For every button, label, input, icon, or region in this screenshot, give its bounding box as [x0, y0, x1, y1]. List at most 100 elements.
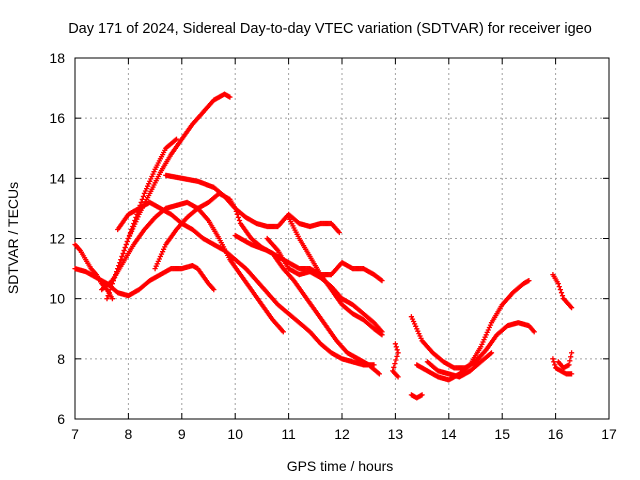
- y-tick-label: 6: [57, 411, 65, 427]
- x-tick-label: 15: [494, 426, 510, 442]
- x-tick-label: 7: [71, 426, 79, 442]
- data-points: [72, 91, 575, 401]
- data-point: [109, 296, 115, 302]
- x-tick-label: 17: [601, 426, 617, 442]
- data-point: [129, 226, 135, 233]
- series-trace-2: [72, 263, 217, 299]
- data-point: [569, 371, 575, 377]
- data-point: [121, 247, 127, 254]
- x-axis-label: GPS time / hours: [287, 458, 394, 474]
- series-trace-5: [109, 136, 180, 287]
- y-axis-label: SDTVAR / TECUs: [5, 182, 21, 294]
- data-point: [227, 94, 233, 100]
- data-point: [119, 253, 125, 260]
- data-point: [116, 263, 122, 269]
- data-point: [104, 296, 110, 302]
- x-tick-label: 16: [548, 426, 564, 442]
- x-tick-label: 8: [125, 426, 133, 442]
- series-trace-13: [408, 392, 425, 401]
- data-point: [130, 223, 136, 230]
- data-point: [336, 229, 342, 236]
- data-point: [487, 322, 494, 328]
- data-point: [133, 214, 139, 220]
- series-trace-8: [152, 190, 382, 377]
- data-point: [280, 329, 286, 335]
- series-trace-18: [550, 356, 575, 377]
- axis-ticks: 7 8 9 10 11 12 13 14 15 16 17 6 8 10 12 14 16 18: [49, 50, 617, 442]
- data-point: [569, 305, 575, 311]
- chart-title: Day 171 of 2024, Sidereal Day-to-day VTE…: [68, 21, 592, 37]
- data-point: [147, 178, 153, 184]
- series-trace-9: [232, 232, 385, 284]
- data-point: [555, 281, 561, 287]
- data-point: [378, 331, 384, 337]
- data-point: [569, 350, 575, 356]
- data-point: [414, 326, 420, 332]
- data-point: [109, 281, 115, 287]
- data-point: [411, 318, 417, 325]
- data-point: [391, 364, 397, 370]
- grid-lines: [75, 58, 609, 419]
- x-tick-label: 11: [281, 426, 296, 442]
- data-point: [488, 350, 495, 356]
- data-point: [379, 332, 385, 338]
- data-point: [110, 278, 116, 284]
- data-point: [118, 257, 124, 263]
- data-point: [120, 250, 126, 257]
- data-point: [379, 278, 385, 284]
- data-point: [556, 284, 562, 290]
- y-tick-label: 14: [49, 170, 65, 186]
- data-point: [480, 339, 486, 345]
- data-point: [156, 256, 162, 262]
- data-point: [107, 287, 113, 293]
- data-point: [419, 392, 425, 398]
- series-trace-15: [414, 278, 532, 383]
- x-tick-label: 12: [334, 426, 350, 442]
- data-point: [153, 263, 159, 269]
- x-tick-label: 14: [441, 426, 457, 442]
- data-point: [552, 362, 558, 368]
- data-point: [122, 244, 128, 251]
- data-point: [395, 374, 401, 380]
- data-point: [124, 238, 130, 245]
- data-point: [378, 277, 384, 283]
- data-point: [392, 361, 398, 367]
- series-trace-12: [390, 341, 401, 380]
- series-trace-17: [550, 272, 575, 311]
- data-point: [558, 290, 565, 296]
- series-trace-7: [163, 172, 342, 236]
- data-point: [114, 269, 120, 275]
- data-point: [123, 241, 129, 248]
- data-point: [487, 351, 494, 357]
- data-point: [106, 290, 112, 296]
- data-point: [150, 171, 156, 177]
- series-trace-10: [264, 235, 385, 335]
- data-point: [173, 136, 180, 142]
- data-point: [483, 332, 489, 338]
- x-tick-label: 10: [227, 426, 243, 442]
- data-point: [567, 358, 573, 364]
- data-point: [127, 229, 134, 236]
- data-point: [234, 211, 240, 217]
- data-point: [559, 293, 566, 299]
- series-trace-4: [104, 91, 233, 302]
- data-point: [550, 356, 556, 362]
- data-point: [557, 287, 563, 293]
- data-point: [139, 196, 145, 202]
- data-point: [417, 333, 423, 339]
- data-point: [371, 362, 377, 368]
- data-point: [531, 329, 537, 335]
- series-trace-14: [408, 314, 537, 371]
- data-point: [394, 347, 400, 353]
- series-trace-19: [555, 350, 575, 371]
- data-point: [138, 199, 144, 205]
- data-point: [131, 220, 137, 227]
- data-point: [568, 354, 574, 360]
- data-point: [232, 205, 238, 211]
- data-point: [551, 359, 557, 365]
- data-point: [236, 217, 243, 224]
- data-point: [393, 357, 399, 363]
- data-point: [211, 287, 217, 293]
- data-point: [393, 344, 399, 350]
